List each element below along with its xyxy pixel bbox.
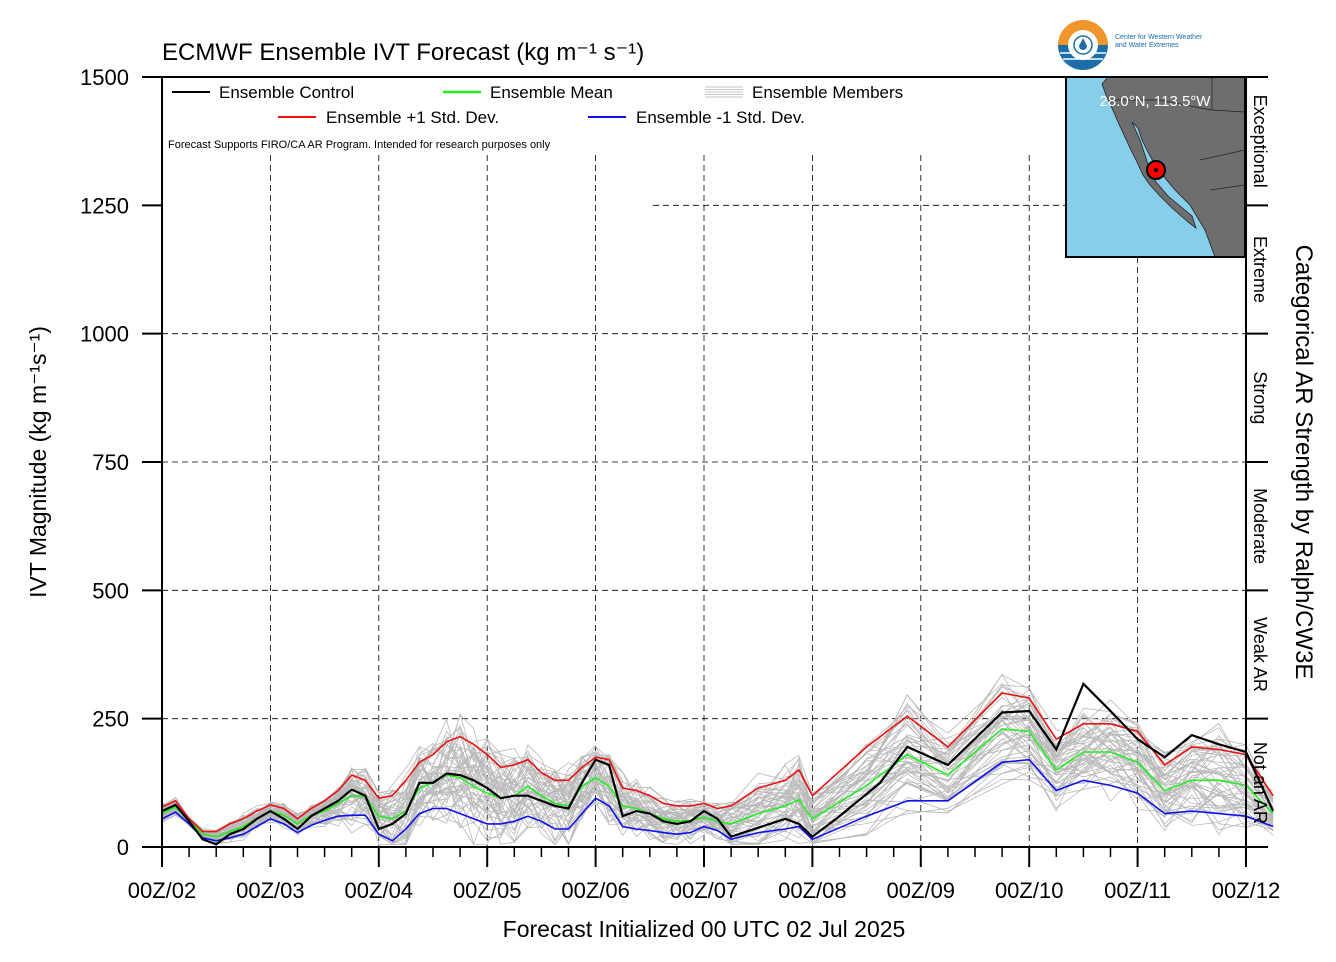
research-note: Forecast Supports FIRO/CA AR Program. In…: [168, 139, 551, 151]
legend-swatch-members: [705, 86, 743, 98]
x-tick-label: 00Z/11: [1104, 878, 1171, 903]
map-location-label: 28.0°N, 113.5°W: [1100, 93, 1212, 110]
x-axis: 00Z/02 00Z/03 00Z/04 00Z/05 00Z/06 00Z/07 00Z/…: [128, 847, 1281, 903]
ensemble-member-line: [161, 757, 1274, 845]
map-land: [1101, 76, 1246, 258]
legend-label-mean: Ensemble Mean: [490, 83, 613, 102]
x-tick-label: 00Z/05: [453, 878, 522, 903]
category-label: Exceptional: [1250, 95, 1270, 188]
logo-text-line2: and Water Extremes: [1115, 42, 1179, 49]
y-tick-label: 1500: [80, 65, 129, 90]
legend-label-plus-sd: Ensemble +1 Std. Dev.: [326, 108, 499, 127]
ensemble-member-line: [161, 683, 1274, 833]
category-label: Not an AR: [1250, 742, 1270, 824]
x-tick-label: 00Z/09: [887, 878, 956, 903]
map-borders: [1108, 77, 1246, 191]
x-tick-label: 00Z/02: [128, 878, 197, 903]
ensemble-member-line: [161, 690, 1274, 838]
legend-label-control: Ensemble Control: [219, 83, 354, 102]
y-axis-label: IVT Magnitude (kg m⁻¹s⁻¹): [25, 326, 51, 598]
ensemble-member-line: [161, 696, 1274, 835]
y-tick-label: 1000: [80, 322, 129, 347]
ar-category-axis: Not an AR Weak AR Moderate Strong Extreme Exc…: [1246, 76, 1270, 848]
y-tick-label: 250: [92, 707, 129, 732]
logo-ring-bottom: [1058, 45, 1108, 70]
ensemble-member-line: [161, 684, 1274, 837]
category-label: Strong: [1250, 371, 1270, 424]
location-marker-center: [1154, 168, 1158, 172]
x-axis-label: Forecast Initialized 00 UTC 02 Jul 2025: [503, 916, 906, 942]
x-tick-label: 00Z/08: [778, 878, 847, 903]
x-tick-label: 00Z/07: [670, 878, 739, 903]
x-tick-label: 00Z/03: [236, 878, 305, 903]
x-tick-label: 00Z/10: [995, 878, 1064, 903]
ensemble-series: [161, 681, 1275, 846]
ensemble-member-line: [161, 705, 1274, 834]
x-tick-label: 00Z/12: [1212, 878, 1281, 903]
series-ensemble-control: [161, 681, 1275, 846]
legend: Ensemble Control Ensemble Mean Ensemble …: [168, 83, 903, 151]
y-tick-label: 0: [117, 835, 129, 860]
series-ensemble-1-std-dev: [161, 758, 1274, 842]
legend-label-minus-sd: Ensemble -1 Std. Dev.: [636, 108, 805, 127]
right-axis-label: Categorical AR Strength by Ralph/CW3E: [1290, 245, 1317, 680]
y-tick-label: 1250: [80, 193, 129, 218]
y-axis: 0 250 500 750 1000 1250 1500: [80, 65, 162, 860]
legend-label-members: Ensemble Members: [752, 83, 903, 102]
x-tick-label: 00Z/06: [561, 878, 630, 903]
ensemble-member-line: [161, 673, 1274, 835]
logo-text-line1: Center for Western Weather: [1115, 34, 1203, 41]
y-tick-label: 500: [92, 578, 129, 603]
cw3e-logo: [1058, 20, 1108, 70]
chart-title: ECMWF Ensemble IVT Forecast (kg m⁻¹ s⁻¹): [162, 39, 644, 66]
logo-ring-top: [1058, 20, 1108, 45]
location-map-inset: 28.0°N, 113.5°W: [1065, 76, 1246, 258]
x-tick-label: 00Z/04: [345, 878, 414, 903]
series-ensemble-1-std-dev: [161, 692, 1274, 833]
category-label: Weak AR: [1250, 617, 1270, 692]
category-label: Moderate: [1250, 488, 1270, 564]
category-label: Extreme: [1250, 236, 1270, 303]
logo-text: Center for Western Weather and Water Ext…: [1115, 34, 1202, 50]
series-ensemble-mean: [161, 728, 1274, 838]
y-tick-label: 750: [92, 450, 129, 475]
map-frame: [1065, 76, 1246, 258]
